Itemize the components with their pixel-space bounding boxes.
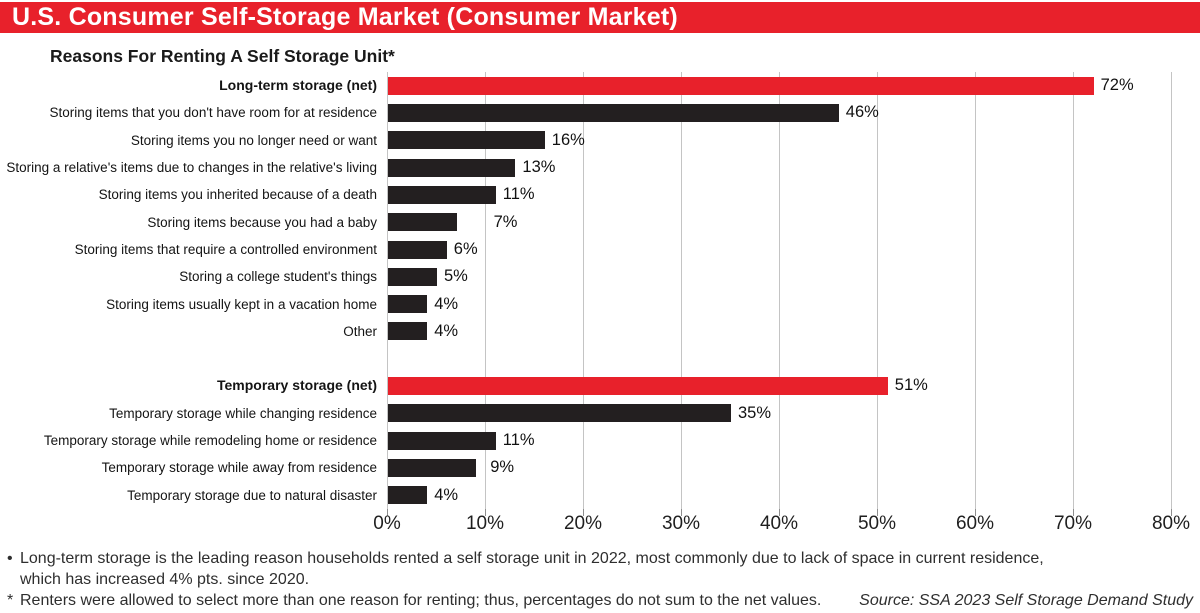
axis-tick-label: 80% (1151, 513, 1191, 534)
bar-category-label: Storing items because you had a baby (147, 214, 377, 230)
footnote-line-1: • Long-term storage is the leading reason… (7, 550, 1044, 568)
bar (388, 377, 888, 396)
bar (388, 131, 545, 150)
bar-value-label: 11% (502, 431, 535, 450)
gridline (387, 72, 388, 509)
bar-category-label: Storing a college student's things (179, 269, 377, 285)
source-note: Source: SSA 2023 Self Storage Demand Stu… (859, 592, 1193, 609)
bar-category-label: Storing a relative's items due to change… (6, 159, 377, 175)
bar (388, 486, 428, 505)
bar-value-label: 46% (845, 103, 879, 122)
bar-value-label: 13% (522, 157, 556, 176)
bar-value-label: 4% (434, 485, 459, 504)
axis-tick-mark (975, 509, 976, 516)
bar (388, 322, 428, 341)
axis-tick-label: 30% (661, 513, 701, 534)
bar-value-label: 11% (502, 185, 535, 204)
bar-category-label: Temporary storage while away from reside… (101, 460, 377, 476)
footnote-line-2: which has increased 4% pts. since 2020. (20, 571, 309, 589)
gridline (975, 72, 976, 509)
axis-tick-label: 40% (759, 513, 799, 534)
bar (388, 103, 839, 122)
bar-category-label: Storing items you inherited because of a… (98, 187, 377, 203)
chart-plot-area: 0% 10% 20% 30% 40% 50% 60% 70% 80% 72% 46% 16% 13% 11… (373, 72, 1190, 534)
axis-tick-label: 20% (563, 513, 603, 534)
bar-category-label: Temporary storage (net) (217, 377, 377, 394)
bar-category-label: Storing items that you don't have room f… (49, 105, 377, 121)
asterisk-marker: * (7, 592, 14, 609)
footnote-line-3: * Renters were allowed to select more tha… (7, 592, 821, 610)
axis-tick-mark (1171, 509, 1172, 516)
axis-tick-mark (1073, 509, 1074, 516)
bar (388, 240, 447, 259)
footnote-text-2: which has increased 4% pts. since 2020. (20, 571, 310, 588)
axis-tick-mark (583, 509, 584, 516)
bar-value-label: 16% (551, 130, 585, 149)
page-title: U.S. Consumer Self-Storage Market (Consu… (12, 3, 678, 31)
bar-category-label: Other (343, 323, 377, 339)
gridline (583, 72, 584, 509)
chart-category-labels: Long-term storage (net) Storing items tha… (0, 72, 380, 509)
footnote-text-3: Renters were allowed to select more than… (20, 592, 822, 609)
bullet-marker: • (7, 550, 13, 567)
axis-tick-label: 10% (465, 513, 505, 534)
gridline (485, 72, 486, 509)
gridline (1073, 72, 1074, 509)
bar-category-label: Storing items you no longer need or want (130, 132, 377, 148)
bar-category-label: Storing items that require a controlled … (74, 241, 377, 257)
bar-category-label: Long-term storage (net) (219, 77, 377, 93)
axis-tick-mark (485, 509, 486, 516)
bar (388, 459, 477, 478)
bar (388, 267, 437, 286)
bar-value-label: 72% (1100, 76, 1134, 94)
chart-title: Reasons For Renting A Self Storage Unit* (50, 46, 395, 66)
bar (388, 213, 457, 232)
bar (388, 295, 428, 314)
bar-value-label: 4% (434, 294, 459, 313)
gridline (877, 72, 878, 509)
bar-value-label: 9% (490, 458, 515, 477)
axis-tick-label: 0% (373, 513, 401, 534)
bar-category-label: Temporary storage while changing residen… (109, 405, 377, 421)
bar-category-label: Temporary storage while remodeling home … (43, 433, 377, 449)
bar-category-label: Storing items usually kept in a vacation… (106, 296, 377, 312)
axis-tick-mark (877, 509, 878, 516)
bar (388, 431, 496, 450)
bar (388, 158, 516, 177)
bar-category-label: Temporary storage due to natural disaste… (127, 487, 377, 503)
bar-value-label: 5% (444, 267, 468, 286)
gridline (681, 72, 682, 509)
axis-tick-mark (681, 509, 682, 516)
bar-value-label: 6% (453, 239, 478, 258)
bar (388, 404, 731, 423)
gridline (1171, 72, 1172, 509)
bar-value-label: 4% (434, 321, 459, 340)
axis-tick-label: 50% (857, 513, 897, 534)
axis-tick-label: 70% (1053, 513, 1093, 534)
footnote-text-1: Long-term storage is the leading reason … (20, 550, 1044, 567)
bar-value-label: 7% (493, 212, 518, 231)
header-banner: U.S. Consumer Self-Storage Market (Consu… (0, 2, 1200, 33)
bar-value-label: 35% (738, 403, 772, 422)
axis-tick-label: 60% (955, 513, 995, 534)
bar (388, 76, 1094, 95)
axis-tick-mark (779, 509, 780, 516)
bar-value-label: 51% (894, 376, 928, 395)
axis-tick-mark (387, 509, 388, 516)
gridline (779, 72, 780, 509)
bar (388, 185, 496, 204)
